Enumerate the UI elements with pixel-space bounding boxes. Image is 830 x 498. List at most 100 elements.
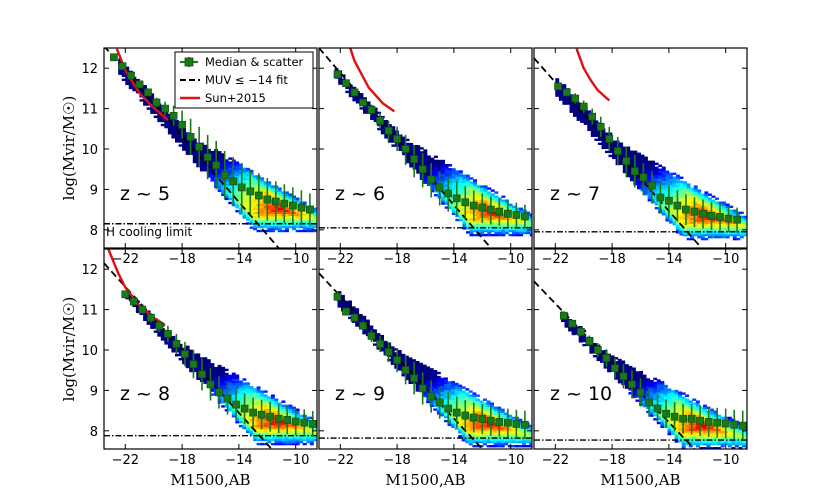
median-point (495, 207, 504, 216)
panel-6: z ~ 10 (534, 280, 747, 449)
median-point (628, 380, 636, 389)
x-tick-label: −14 (440, 453, 467, 468)
median-point (308, 420, 317, 428)
median-point (622, 157, 631, 165)
median-point (478, 203, 487, 212)
median-point (189, 360, 198, 369)
median-point (367, 332, 376, 340)
density-map (334, 68, 532, 237)
panel-frame (318, 47, 533, 249)
median-point (435, 398, 444, 407)
median-point (461, 411, 470, 420)
panel-4: z ~ 8 (104, 249, 317, 449)
median-point (401, 145, 410, 153)
median-point (673, 201, 682, 210)
y-tick-label: 10 (81, 344, 98, 359)
median-point (135, 80, 144, 89)
median-point (300, 418, 309, 427)
median-point (359, 321, 367, 330)
median-point (203, 153, 212, 161)
median-point (562, 88, 571, 97)
median-point (724, 214, 733, 223)
median-point (707, 211, 716, 220)
median-point (376, 340, 384, 348)
median-point (384, 126, 393, 135)
panel-1: z ~ 5 (104, 48, 317, 248)
median-point (206, 380, 215, 389)
x-tick-label: −18 (598, 453, 625, 468)
median-point (605, 135, 614, 143)
median-point (585, 337, 594, 345)
median-point (232, 400, 240, 409)
median-point (427, 392, 436, 401)
y-tick-label: 11 (81, 304, 98, 319)
median-point (220, 171, 229, 180)
y-axis-label: log(Mvir/M☉) (60, 297, 78, 402)
median-point (195, 143, 203, 151)
y-tick-label: 9 (90, 183, 98, 198)
x-tick-label: −18 (598, 252, 625, 267)
x-tick-label: −10 (497, 453, 524, 468)
median-point (283, 416, 292, 424)
median-point (271, 197, 280, 206)
x-tick-label: −22 (112, 453, 139, 468)
y-tick-label: 11 (81, 103, 98, 118)
median-point (144, 88, 152, 97)
median-point (291, 417, 300, 426)
median-point (306, 205, 314, 214)
median-point (178, 120, 186, 129)
panel-label: z ~ 9 (335, 383, 385, 405)
panel-3: z ~ 7 (534, 48, 747, 248)
median-point (730, 420, 739, 429)
median-point (596, 122, 605, 131)
density-map (337, 291, 532, 448)
panel-frame (533, 47, 748, 249)
median-point (588, 112, 597, 121)
y-tick-label: 10 (81, 143, 98, 158)
median-point (554, 82, 562, 91)
median-point (263, 195, 272, 204)
median-point (350, 313, 359, 322)
median-point (257, 410, 266, 419)
x-tick-label: −14 (440, 252, 467, 267)
median-point (636, 388, 645, 397)
median-point (645, 398, 653, 407)
panel-frame (533, 248, 748, 450)
y-tick-label: 8 (90, 425, 98, 440)
x-tick-label: −18 (383, 453, 410, 468)
panel-label: z ~ 5 (120, 183, 170, 205)
x-tick-label: −14 (225, 252, 252, 267)
median-point (738, 421, 747, 430)
y-tick-label: 12 (81, 62, 98, 77)
median-point (461, 198, 470, 207)
median-point (665, 196, 673, 205)
median-point (376, 116, 384, 125)
median-point (504, 418, 512, 427)
median-point (129, 297, 138, 306)
median-point (611, 364, 619, 373)
y-tick-label: 12 (81, 263, 98, 278)
median-point (486, 205, 495, 214)
median-point (696, 416, 704, 425)
median-point (172, 340, 181, 348)
legend: Median & scatter MUV ≤ −14 fit Sun+2015 (174, 51, 314, 109)
median-point (716, 213, 724, 221)
median-point (444, 189, 453, 198)
legend-label-fit: MUV ≤ −14 fit (205, 73, 288, 87)
x-tick-label: −22 (327, 252, 354, 267)
median-point (138, 305, 147, 314)
median-point (401, 366, 410, 375)
x-tick-label: −14 (655, 453, 682, 468)
median-point (393, 356, 401, 364)
median-point (237, 183, 246, 192)
x-tick-label: −18 (168, 453, 195, 468)
median-point (249, 408, 257, 417)
median-point (733, 215, 741, 224)
median-point (682, 205, 690, 214)
median-point (333, 292, 342, 301)
median-point (613, 147, 622, 155)
median-point (452, 408, 461, 417)
median-point (670, 412, 679, 421)
x-axis-label: M1500,AB (600, 471, 680, 489)
